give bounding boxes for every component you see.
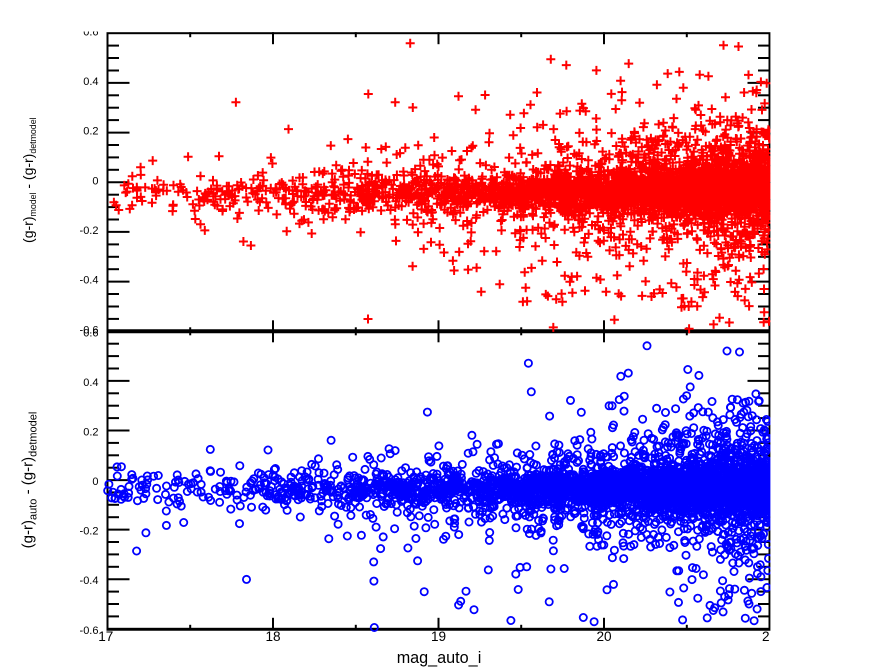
svg-text:-0.6: -0.6 (80, 324, 99, 336)
svg-text:-0.4: -0.4 (80, 275, 99, 287)
svg-text:17: 17 (98, 629, 113, 644)
svg-text:19: 19 (431, 629, 446, 644)
svg-text:0: 0 (92, 175, 98, 187)
svg-text:20: 20 (596, 629, 612, 644)
svg-text:0.4: 0.4 (83, 76, 98, 88)
svg-text:-0.6: -0.6 (80, 625, 99, 637)
svg-text:0.4: 0.4 (83, 377, 98, 389)
svg-text:mag_auto_i: mag_auto_i (397, 649, 482, 667)
svg-text:0.6: 0.6 (83, 327, 98, 339)
svg-text:0.2: 0.2 (83, 126, 98, 138)
svg-text:0.2: 0.2 (83, 427, 98, 439)
svg-text:-0.2: -0.2 (80, 526, 99, 538)
svg-text:18: 18 (265, 629, 280, 644)
svg-text:0: 0 (92, 476, 98, 488)
svg-text:-0.4: -0.4 (80, 575, 99, 587)
svg-text:-0.2: -0.2 (80, 225, 99, 237)
